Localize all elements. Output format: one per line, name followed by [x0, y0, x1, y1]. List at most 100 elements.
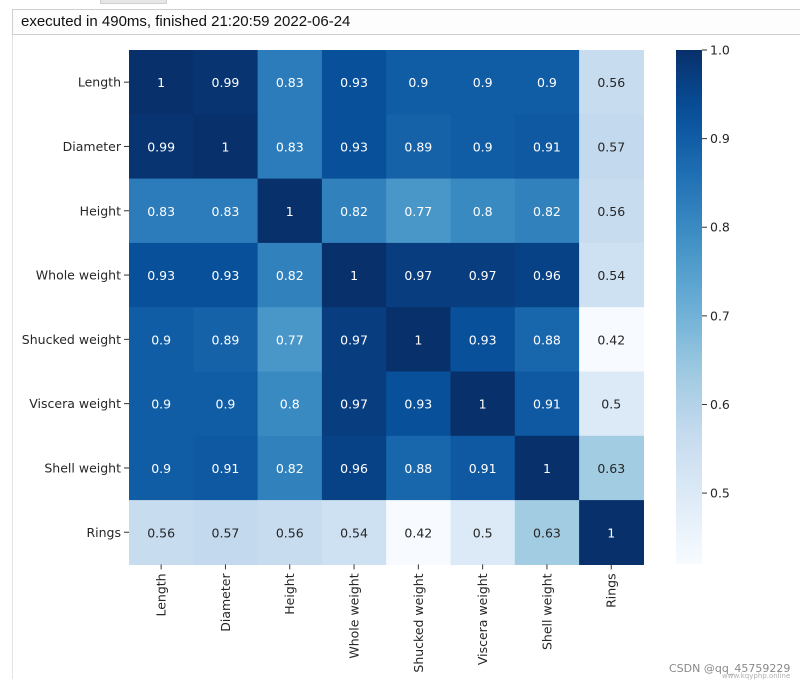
cell-value-label: 0.56 — [597, 75, 625, 90]
heatmap-cell — [386, 371, 452, 437]
cell-value-label: 0.83 — [147, 204, 175, 219]
cell-value-label: 0.89 — [212, 332, 240, 347]
cell-value-label: 1 — [286, 204, 294, 219]
cell-value-label: 0.5 — [473, 525, 493, 540]
cell-value-label: 0.9 — [473, 75, 493, 90]
heatmap-cell — [321, 114, 387, 180]
cell-value-label: 0.82 — [340, 204, 368, 219]
heatmap-cell — [450, 242, 516, 308]
heatmap-cell — [321, 500, 387, 565]
heatmap-cell — [129, 500, 194, 565]
heatmap-cell — [514, 435, 580, 501]
colorbar-tick-label: 0.6 — [710, 397, 730, 412]
heatmap-cell — [386, 500, 452, 565]
heatmap-cell — [193, 307, 259, 373]
heatmap-cell — [321, 242, 387, 308]
x-tick-label: Rings — [604, 573, 619, 608]
colorbar-tick-label: 0.7 — [710, 308, 730, 323]
cell-value-label: 0.9 — [151, 397, 171, 412]
heatmap-cell — [386, 178, 452, 244]
heatmap-cell — [450, 435, 516, 501]
cell-value-label: 0.56 — [147, 525, 175, 540]
heatmap-cell — [579, 242, 644, 308]
cell-value-label: 0.56 — [276, 525, 304, 540]
cell-value-label: 0.77 — [276, 332, 304, 347]
cell-value-label: 0.83 — [276, 139, 304, 154]
cell-value-label: 1 — [607, 525, 615, 540]
heatmap-cell — [129, 307, 194, 373]
heatmap-cell — [450, 114, 516, 180]
heatmap-cell — [579, 435, 644, 501]
heatmap-cell — [579, 500, 644, 565]
heatmap-cell — [514, 371, 580, 437]
y-tick-label: Whole weight — [36, 268, 121, 283]
heatmap-cell — [386, 435, 452, 501]
cell-value-label: 0.56 — [597, 204, 625, 219]
cell-value-label: 0.9 — [151, 461, 171, 476]
cell-value-label: 0.8 — [280, 397, 300, 412]
cell-value-label: 0.9 — [216, 397, 236, 412]
heatmap-cell — [450, 371, 516, 437]
execution-status-bar: executed in 490ms, finished 21:20:59 202… — [12, 9, 800, 35]
cell-value-label: 0.97 — [340, 397, 368, 412]
y-tick-label: Length — [78, 75, 121, 90]
cell-border — [12, 35, 13, 679]
x-tick-label: Shell weight — [539, 573, 554, 650]
cell-value-label: 1 — [414, 332, 422, 347]
heatmap-cell — [579, 114, 644, 180]
notebook-tab — [100, 0, 167, 4]
cell-value-label: 0.83 — [276, 75, 304, 90]
cell-value-label: 0.99 — [212, 75, 240, 90]
heatmap-cell — [129, 242, 194, 308]
heatmap-cell — [193, 371, 259, 437]
cell-value-label: 0.91 — [212, 461, 240, 476]
cell-value-label: 0.82 — [276, 461, 304, 476]
colorbar — [676, 50, 702, 564]
cell-value-label: 0.88 — [404, 461, 432, 476]
heatmap-cell — [129, 50, 194, 115]
heatmap-cell — [514, 242, 580, 308]
heatmap-cell — [193, 435, 259, 501]
heatmap-cell — [193, 50, 259, 115]
heatmap-cell — [257, 114, 323, 180]
cell-value-label: 0.97 — [404, 268, 432, 283]
heatmap-cell — [257, 50, 323, 115]
watermark: CSDN @qq_45759229 — [669, 662, 791, 675]
cell-value-label: 0.63 — [533, 525, 561, 540]
heatmap-cell — [321, 371, 387, 437]
y-tick-label: Viscera weight — [29, 396, 121, 411]
y-tick-label: Rings — [86, 525, 121, 540]
heatmap-cell — [386, 50, 452, 115]
cell-value-label: 0.54 — [340, 525, 368, 540]
heatmap-cell — [579, 178, 644, 244]
cell-value-label: 0.57 — [212, 525, 240, 540]
heatmap-cell — [193, 500, 259, 565]
heatmap-cell — [257, 435, 323, 501]
heatmap-cell — [193, 242, 259, 308]
heatmap-cell — [257, 371, 323, 437]
heatmap-cell — [386, 307, 452, 373]
x-tick-label: Whole weight — [347, 573, 362, 658]
cell-value-label: 0.77 — [404, 204, 432, 219]
cell-value-label: 0.9 — [473, 139, 493, 154]
cell-value-label: 0.97 — [469, 268, 497, 283]
cell-value-label: 0.82 — [276, 268, 304, 283]
cell-value-label: 0.5 — [601, 397, 621, 412]
heatmap-cell — [193, 178, 259, 244]
cell-value-label: 0.89 — [404, 139, 432, 154]
x-tick-label: Viscera weight — [475, 573, 490, 665]
heatmap-cell — [514, 500, 580, 565]
heatmap-cell — [514, 50, 580, 115]
cell-value-label: 0.88 — [533, 332, 561, 347]
cell-value-label: 0.91 — [533, 397, 561, 412]
colorbar-tick-label: 0.8 — [710, 220, 730, 235]
cell-value-label: 0.82 — [533, 204, 561, 219]
cell-value-label: 1 — [157, 75, 165, 90]
cell-value-label: 0.96 — [340, 461, 368, 476]
heatmap-cell — [321, 178, 387, 244]
heatmap-cell — [257, 307, 323, 373]
cell-value-label: 0.99 — [147, 139, 175, 154]
heatmap-cell — [450, 50, 516, 115]
colorbar-tick-label: 0.9 — [710, 131, 730, 146]
